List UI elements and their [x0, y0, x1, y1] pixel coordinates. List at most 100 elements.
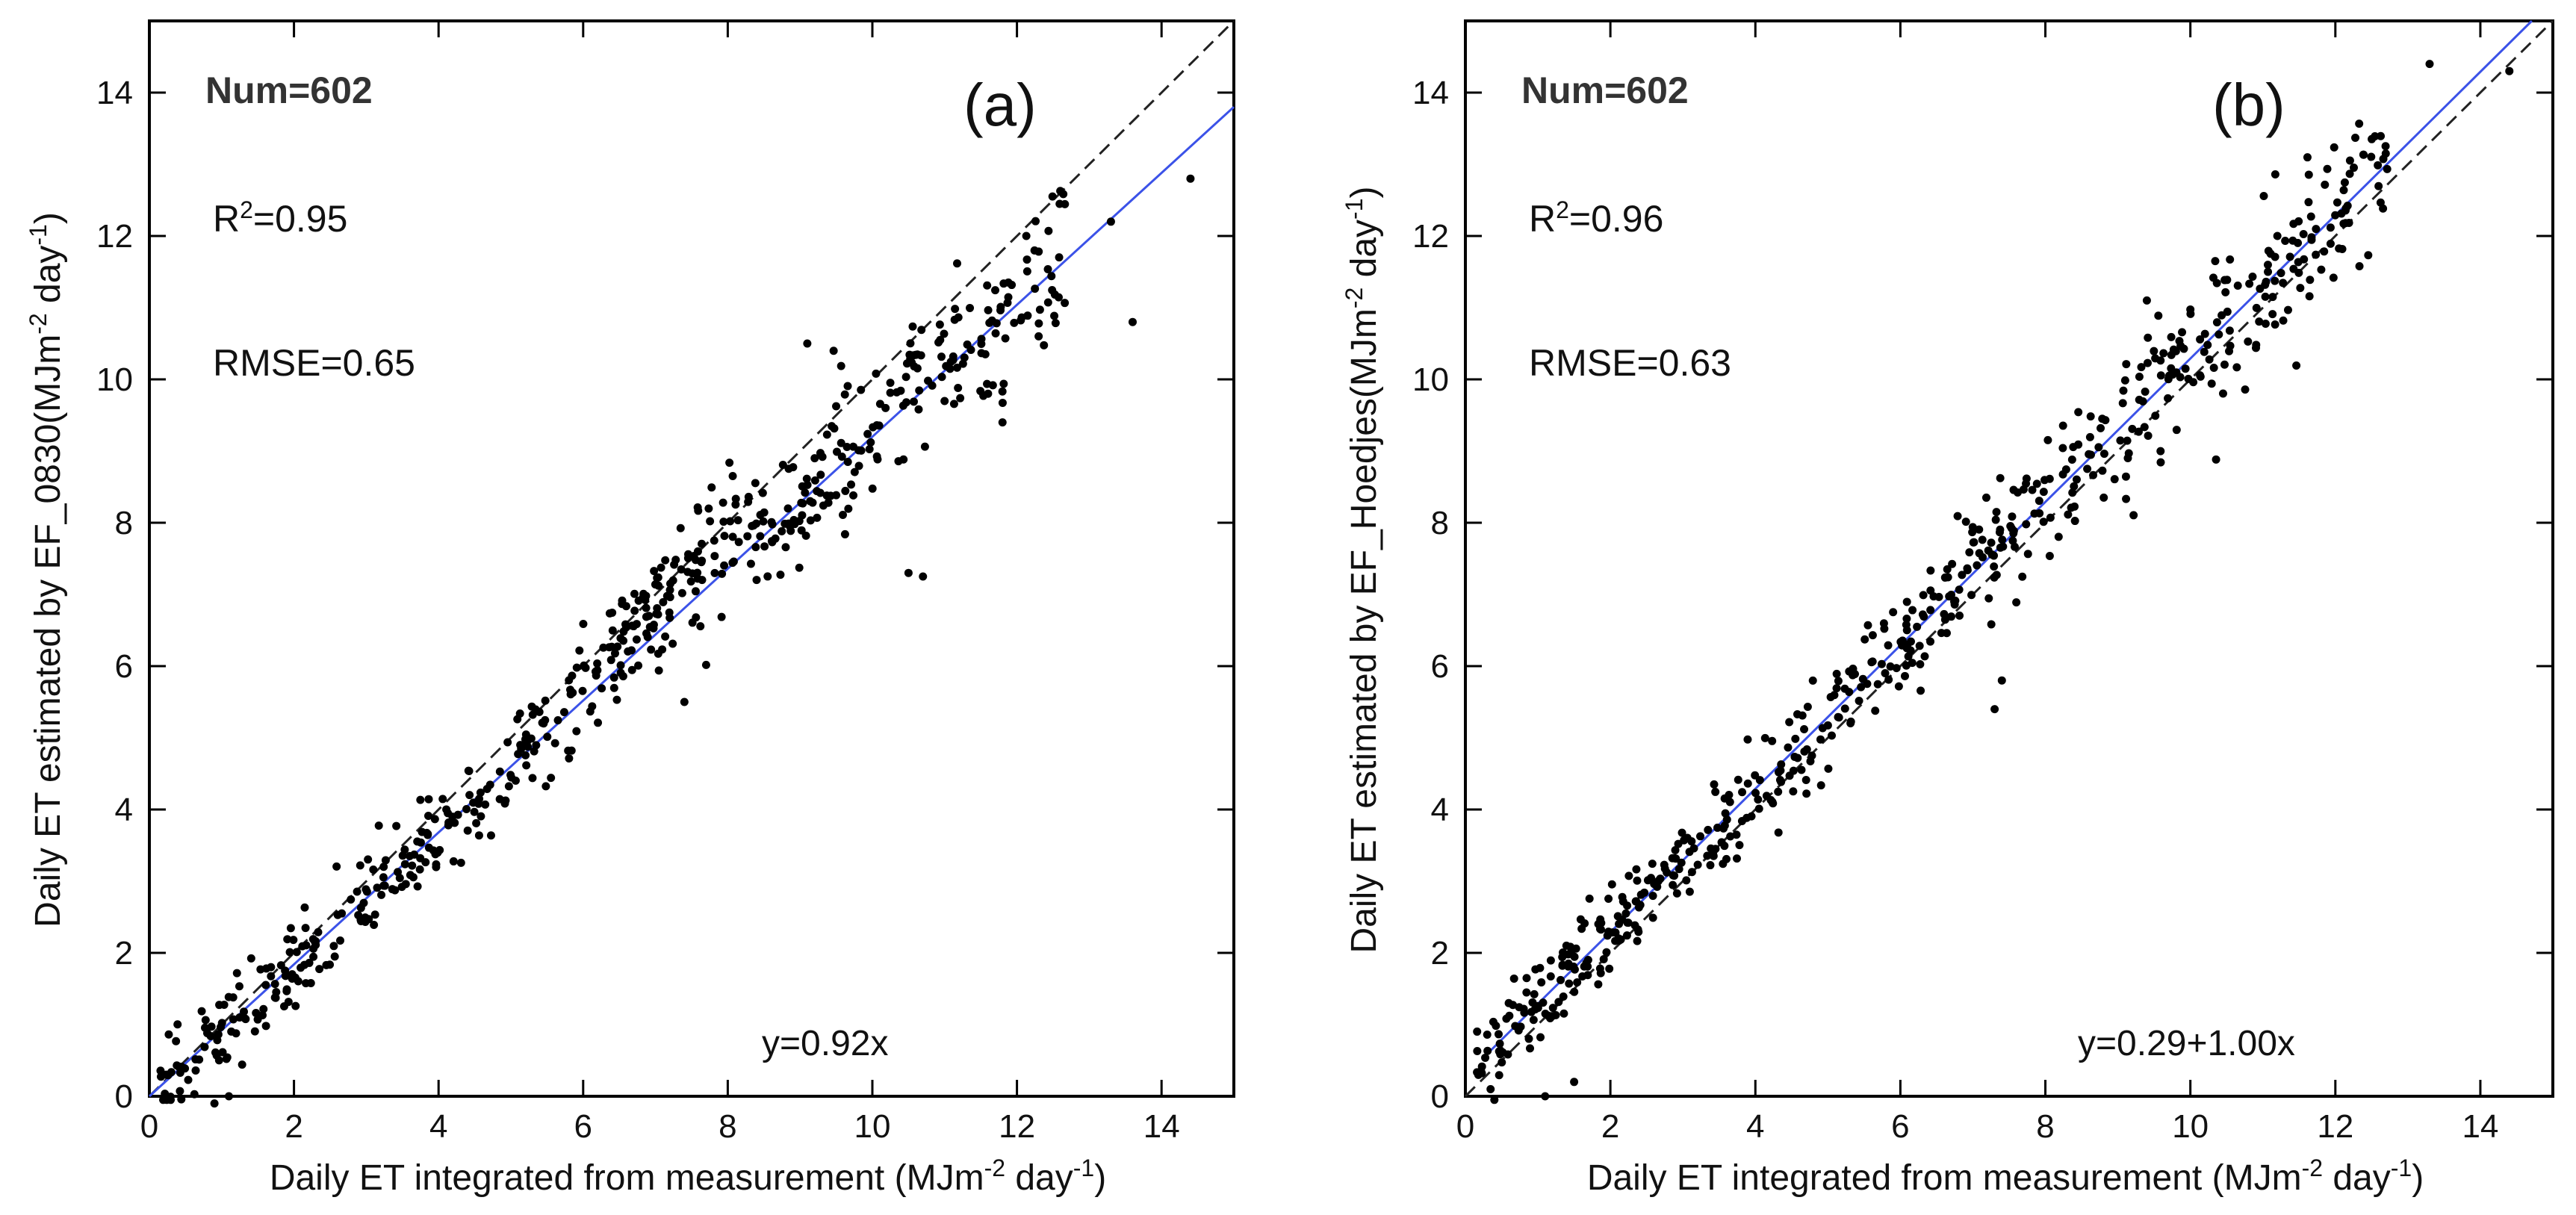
scatter-point	[2245, 279, 2254, 288]
scatter-point	[413, 837, 422, 846]
scatter-point	[2123, 436, 2132, 445]
scatter-point	[2085, 450, 2094, 459]
scatter-point	[2359, 150, 2368, 159]
scatter-points-b	[1473, 60, 2514, 1104]
scatter-point	[159, 1096, 168, 1104]
scatter-point	[2264, 267, 2273, 276]
scatter-point	[424, 795, 433, 804]
scatter-point	[802, 474, 811, 483]
scatter-point	[1907, 637, 1916, 646]
scatter-point	[2144, 333, 2153, 342]
scatter-point	[2304, 170, 2313, 179]
scatter-point	[639, 594, 648, 603]
scatter-point	[521, 751, 530, 759]
scatter-point	[1908, 606, 1917, 615]
scatter-point	[1010, 318, 1019, 327]
scatter-point	[619, 627, 628, 636]
scatter-point	[984, 389, 993, 398]
scatter-point	[2326, 239, 2335, 248]
scatter-point	[1919, 591, 1928, 600]
num-label-a: Num=602	[205, 69, 373, 111]
scatter-point	[868, 484, 877, 493]
scatter-point	[1672, 854, 1680, 863]
scatter-point	[1495, 1040, 1504, 1048]
scatter-point	[1030, 246, 1039, 255]
scatter-point	[832, 447, 841, 456]
scatter-point	[565, 676, 574, 685]
scatter-point	[475, 795, 484, 804]
scatter-point	[1990, 573, 1999, 582]
scatter-point	[1056, 187, 1065, 196]
scatter-point	[462, 804, 471, 813]
scatter-point	[665, 593, 674, 602]
scatter-point	[1128, 317, 1137, 326]
scatter-point	[214, 1030, 223, 1039]
scatter-point	[449, 857, 458, 866]
scatter-point	[1687, 868, 1696, 877]
scatter-point	[1643, 876, 1652, 885]
y-tick-label: 14	[1412, 75, 1449, 111]
scatter-point	[1633, 876, 1642, 885]
scatter-point	[731, 500, 740, 509]
scatter-point	[729, 557, 738, 566]
y-tick-label: 0	[1431, 1078, 1449, 1115]
scatter-point	[1511, 1022, 1520, 1031]
scatter-point	[1554, 998, 1563, 1007]
scatter-point	[824, 498, 833, 507]
num-label-b: Num=602	[1521, 69, 1689, 111]
scatter-point	[465, 791, 474, 800]
scatter-point	[191, 1066, 200, 1075]
scatter-point	[2209, 273, 2217, 282]
scatter-point	[1901, 671, 1910, 680]
scatter-point	[326, 960, 335, 969]
scatter-point	[1774, 787, 1783, 796]
scatter-point	[710, 536, 719, 545]
rmse-label-a: RMSE=0.65	[213, 342, 415, 384]
scatter-point	[1675, 865, 1683, 874]
scatter-point	[2244, 337, 2253, 346]
scatter-point	[338, 909, 347, 918]
scatter-point	[579, 619, 588, 628]
scatter-point	[1528, 998, 1537, 1007]
scatter-point	[1483, 1031, 1492, 1040]
scatter-point	[1495, 1071, 1503, 1080]
scatter-point	[1615, 919, 1624, 928]
scatter-point	[588, 702, 597, 711]
scatter-point	[581, 663, 590, 672]
scatter-point	[302, 979, 311, 988]
r2-label-b: R2=0.96	[1529, 196, 1663, 240]
scatter-point	[1743, 779, 1752, 788]
scatter-point	[1789, 787, 1798, 796]
scatter-point	[1800, 725, 1809, 734]
scatter-point	[2085, 432, 2094, 441]
scatter-point	[476, 788, 485, 797]
scatter-point	[1832, 684, 1841, 693]
scatter-point	[2116, 436, 2125, 445]
scatter-point	[1849, 665, 1857, 674]
scatter-point	[2326, 223, 2335, 232]
scatter-point	[1926, 606, 1935, 615]
scatter-point	[2028, 485, 2037, 494]
scatter-point	[2226, 341, 2235, 350]
scatter-point	[370, 920, 379, 929]
scatter-point	[630, 589, 639, 598]
scatter-point	[2252, 303, 2261, 312]
scatter-point	[847, 480, 856, 489]
scatter-point	[1502, 1014, 1511, 1023]
scatter-point	[2371, 131, 2380, 140]
scatter-point	[1834, 712, 1843, 721]
scatter-point	[1621, 909, 1630, 918]
scatter-point	[2046, 513, 2055, 522]
scatter-point	[2330, 143, 2338, 152]
scatter-point	[2067, 455, 2076, 464]
scatter-point	[2121, 472, 2130, 481]
scatter-point	[1840, 704, 1849, 713]
scatter-point	[977, 349, 986, 358]
scatter-point	[430, 815, 439, 824]
scatter-point	[2137, 363, 2146, 372]
scatter-point	[1048, 192, 1057, 201]
scatter-point	[2035, 497, 2043, 506]
scatter-point	[1713, 823, 1722, 832]
scatter-point	[693, 574, 702, 583]
scatter-point	[813, 513, 822, 522]
